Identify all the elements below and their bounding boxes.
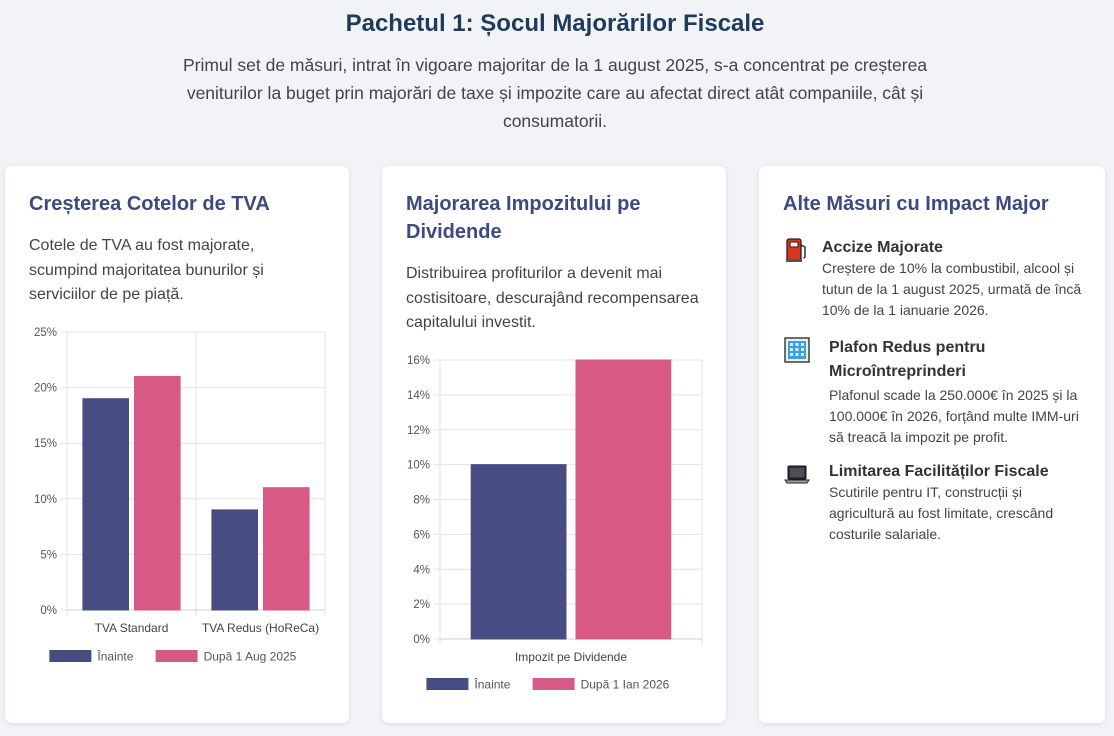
bar-before [470, 464, 567, 640]
fuel-pump-icon [786, 238, 806, 262]
legend-swatch [532, 678, 575, 690]
y-tick-label: 0% [413, 634, 430, 646]
bar-before [82, 398, 129, 611]
other-measures-heading: Alte Măsuri cu Impact Major [783, 193, 1049, 215]
dividend-card: Majorarea Impozitului pe Dividende Distr… [382, 166, 726, 723]
legend-swatch [155, 650, 198, 662]
legend-swatch [49, 650, 92, 662]
legend-label: Înainte [473, 677, 510, 692]
y-tick-label: 4% [413, 564, 430, 576]
y-tick-label: 25% [34, 327, 57, 339]
vat-rates-chart: 0% 5% 10% 15% 20% 25% TVA Standard TVA Redus (H… [34, 327, 326, 664]
measure-micro-threshold-text: Plafonul scade la 250.000€ în 2025 și la… [829, 387, 1079, 445]
x-tick-label: TVA Redus (HoReCa) [202, 621, 319, 635]
page-intro: Primul set de măsuri, intrat în vigoare … [182, 55, 928, 131]
y-tick-label: 6% [413, 529, 430, 541]
y-tick-label: 8% [413, 495, 430, 507]
legend-swatch [426, 678, 469, 690]
bar-before [211, 509, 258, 611]
y-tick-label: 5% [40, 549, 57, 561]
bar-after [263, 487, 310, 611]
dividend-card-description: Distribuirea profiturilor a devenit mai … [406, 265, 699, 331]
vat-card-description: Cotele de TVA au fost majorate, scumpind… [29, 237, 264, 303]
y-tick-label: 10% [407, 460, 430, 472]
page-title: Pachetul 1: Șocul Majorărilor Fiscale [345, 10, 765, 37]
measure-tax-facilities-title: Limitarea Facilităților Fiscale [829, 463, 1049, 480]
legend-label: Înainte [96, 649, 133, 664]
measure-tax-facilities-text: Scutirile pentru IT, construcții și agri… [829, 484, 1054, 542]
measure-micro-threshold-title: Plafon Redus pentru Microîntreprinderi [829, 339, 986, 380]
bar-after [134, 375, 181, 611]
office-building-icon [784, 337, 810, 363]
dividend-card-heading: Majorarea Impozitului pe Dividende [406, 193, 641, 243]
laptop-icon [784, 465, 810, 484]
vat-card: Creșterea Cotelor de TVA Cotele de TVA a… [5, 166, 349, 723]
legend-label: După 1 Ian 2026 [581, 678, 670, 692]
dividend-tax-chart: 0% 2% 4% 6% 8% 10% 12% 14% 16% Impozit pe Dividen… [407, 355, 703, 692]
y-tick-label: 15% [34, 438, 57, 450]
measure-excise-text: Creștere de 10% la combustibil, alcool ș… [822, 260, 1082, 318]
x-tick-label: Impozit pe Dividende [515, 650, 627, 664]
y-tick-label: 0% [40, 605, 57, 617]
x-tick-label: TVA Standard [95, 621, 169, 635]
y-tick-label: 2% [413, 599, 430, 611]
legend-label: După 1 Aug 2025 [204, 650, 297, 664]
y-tick-label: 20% [34, 383, 57, 395]
measure-excise-title: Accize Majorate [822, 239, 943, 256]
other-measures-card: Alte Măsuri cu Impact Major Accize Major… [759, 166, 1105, 723]
vat-card-heading: Creșterea Cotelor de TVA [29, 193, 270, 215]
y-tick-label: 12% [407, 425, 430, 437]
y-tick-label: 10% [34, 494, 57, 506]
y-tick-label: 16% [407, 355, 430, 367]
bar-after [575, 359, 672, 640]
y-tick-label: 14% [407, 390, 430, 402]
